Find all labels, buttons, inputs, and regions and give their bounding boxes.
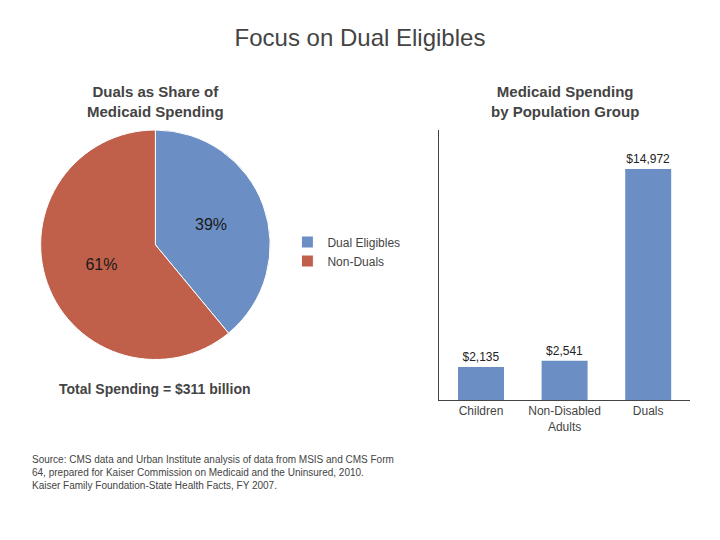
svg-text:Duals: Duals — [633, 404, 664, 418]
svg-text:Source: CMS data and Urban Ins: Source: CMS data and Urban Institute ana… — [32, 454, 394, 491]
svg-text:Medicaid Spendingby Population: Medicaid Spendingby Population Group — [491, 83, 639, 120]
svg-text:Duals as Share ofMedicaid Spen: Duals as Share ofMedicaid Spending — [87, 83, 224, 120]
svg-text:61%: 61% — [85, 256, 117, 273]
svg-text:$2,135: $2,135 — [462, 350, 499, 364]
svg-text:Children: Children — [459, 404, 504, 418]
svg-text:39%: 39% — [195, 216, 227, 233]
svg-text:Non-Duals: Non-Duals — [327, 255, 384, 269]
svg-text:Focus on Dual Eligibles: Focus on Dual Eligibles — [235, 24, 486, 51]
svg-text:Dual Eligibles: Dual Eligibles — [327, 236, 400, 250]
svg-text:Non-DisabledAdults: Non-DisabledAdults — [528, 404, 601, 434]
svg-text:Total Spending = $311 billion: Total Spending = $311 billion — [59, 381, 251, 397]
svg-text:$14,972: $14,972 — [626, 152, 670, 166]
svg-text:$2,541: $2,541 — [546, 344, 583, 358]
